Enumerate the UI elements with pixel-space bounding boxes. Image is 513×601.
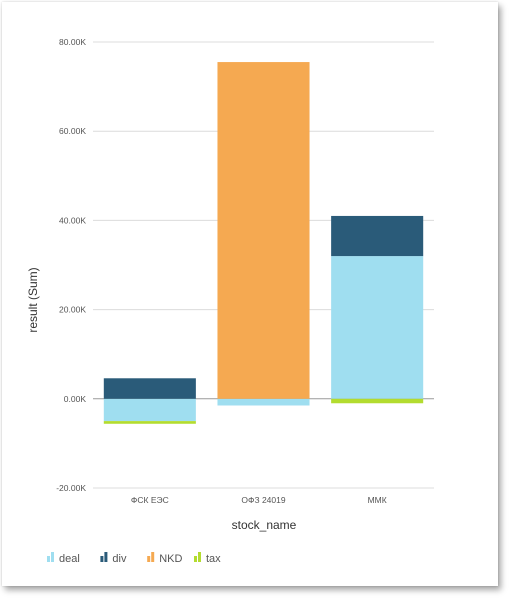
legend-swatch (100, 556, 104, 562)
legend-swatch (151, 552, 155, 562)
bar-tax (103, 421, 196, 424)
legend-item-div: div (100, 552, 127, 565)
legend-swatch (198, 552, 201, 562)
bar-deal (217, 398, 310, 406)
y-tick-label: 20.00K (59, 305, 86, 315)
legend-label: NKD (159, 553, 182, 565)
legend-swatch (47, 556, 50, 562)
y-tick-label: 40.00K (59, 215, 86, 225)
x-tick-label: ММК (368, 495, 387, 505)
legend-swatch (51, 552, 54, 562)
bar-div (103, 378, 196, 399)
bars (103, 62, 424, 424)
legend-label: tax (206, 553, 221, 565)
y-tick-label: -20.00K (56, 483, 86, 493)
legend-label: div (112, 553, 127, 565)
legend-swatch (104, 552, 108, 562)
y-tick-label: 80.00K (59, 37, 86, 47)
legend: deal div NKD tax (47, 552, 221, 565)
bar-NKD (217, 62, 310, 399)
y-tick-label: 60.00K (59, 126, 86, 136)
legend-swatch (194, 556, 197, 562)
x-axis-title: stock_name (232, 518, 297, 532)
bar-div (331, 215, 424, 257)
x-axis-ticks: ФСК ЕЭС ОФЗ 24019 ММК (131, 495, 387, 505)
bar-deal (103, 398, 196, 422)
bar-deal (331, 256, 424, 399)
y-tick-label: 0.00K (64, 394, 87, 404)
legend-item-NKD: NKD (147, 552, 182, 565)
legend-item-tax: tax (194, 552, 221, 565)
legend-label: deal (59, 553, 80, 565)
x-tick-label: ФСК ЕЭС (131, 495, 169, 505)
y-axis-title: result (Sum) (26, 267, 40, 332)
bar-tax (331, 398, 424, 404)
y-axis-ticks: -20.00K 0.00K 20.00K 40.00K 60.00K 80.00K (56, 37, 86, 493)
x-tick-label: ОФЗ 24019 (241, 495, 285, 505)
legend-swatch (147, 556, 151, 562)
legend-item-deal: deal (47, 552, 80, 565)
